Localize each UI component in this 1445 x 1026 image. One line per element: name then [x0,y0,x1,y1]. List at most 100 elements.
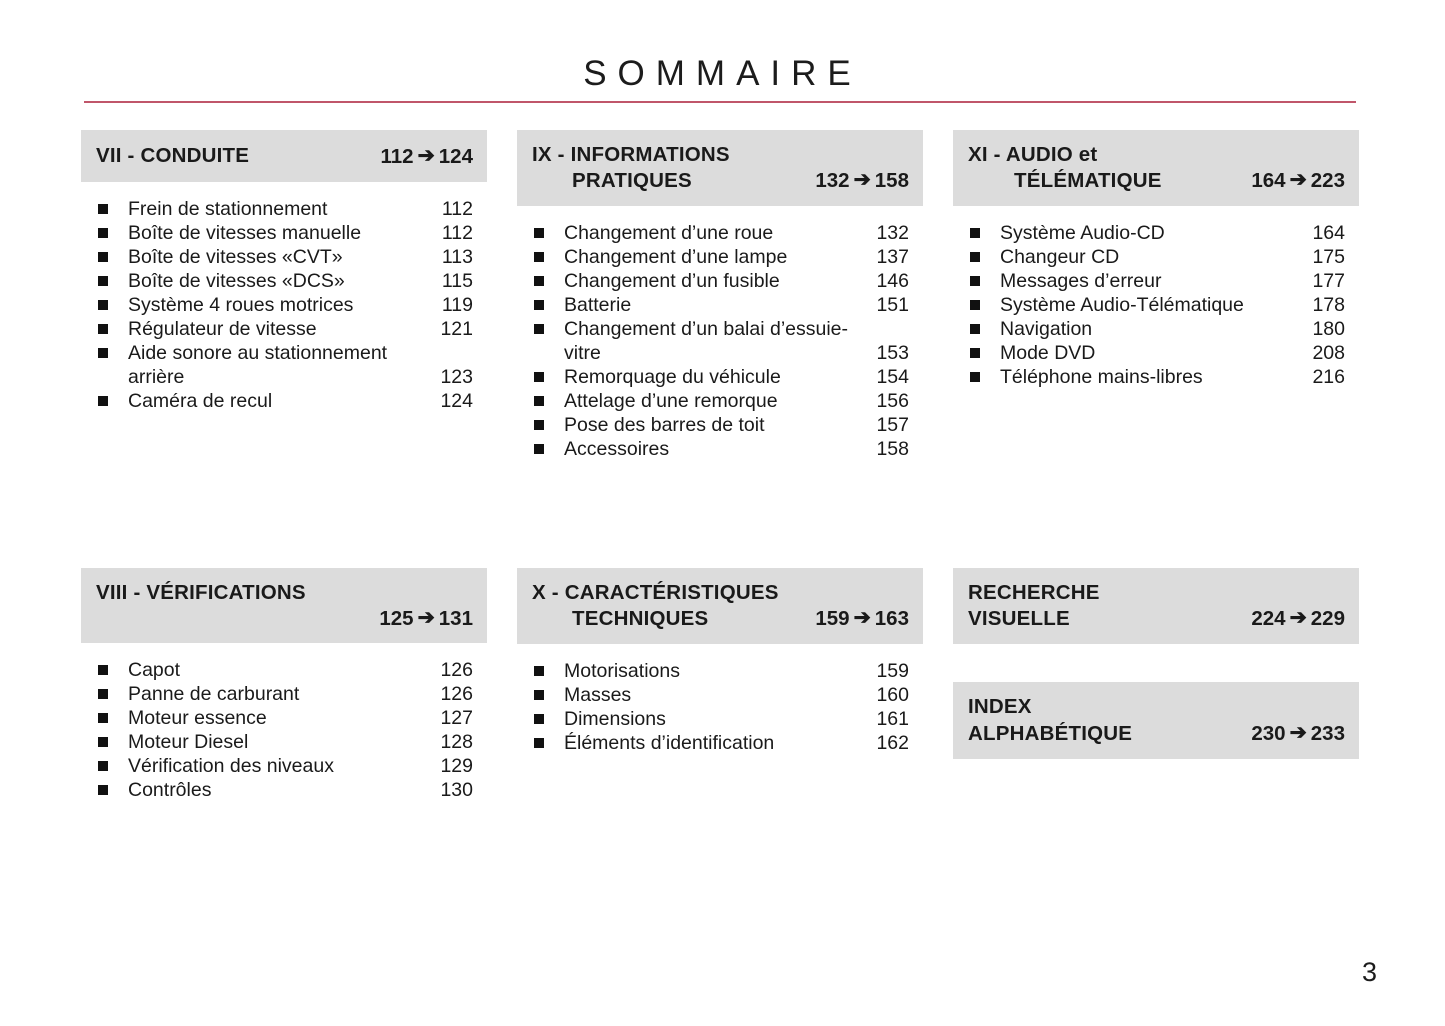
section-header-recherche-visuelle[interactable]: RECHERCHE VISUELLE 224 ➔ 229 [953,567,1359,645]
list-item[interactable]: Messages d’erreur 177 [970,270,1345,294]
entry-label: Changement d’un balai d’essuie- [564,318,849,341]
list-item[interactable]: Système 4 roues motrices 119 [98,294,473,318]
entry-label: Aide sonore au stationnement [128,342,388,364]
square-bullet-icon [534,690,544,701]
entry-label: Mode DVD [1000,342,1096,365]
section-title-line2: TÉLÉMATIQUE [1014,169,1162,193]
square-bullet-icon [534,324,544,335]
list-item[interactable]: Changement d’un fusible 146 [534,270,909,294]
square-bullet-icon [534,419,544,430]
arrow-right-icon: ➔ [417,143,435,167]
list-item[interactable]: Changeur CD 175 [970,246,1345,270]
section-verifications: VIII - VÉRIFICATIONS 125 ➔ 131 Capot 126 Pa… [81,567,487,803]
list-item[interactable]: Moteur Diesel 128 [98,731,473,755]
list-item[interactable]: Vérification des niveaux 129 [98,755,473,779]
list-item[interactable]: Navigation 180 [970,318,1345,342]
section-header-index-alphabetique[interactable]: INDEX ALPHABÉTIQUE 230 ➔ 233 [953,682,1359,759]
list-item[interactable]: Frein de stationnement 112 [98,198,473,222]
entry-page: 177 [1312,270,1345,293]
square-bullet-icon [534,252,544,263]
entry-page: 180 [1312,318,1345,341]
list-item[interactable]: Masses 160 [534,684,909,708]
entry-label: Vérification des niveaux [128,755,334,778]
arrow-right-icon: ➔ [853,606,871,630]
square-bullet-icon [98,395,108,406]
list-item[interactable]: Boîte de vitesses «DCS» 115 [98,270,473,294]
list-item[interactable]: Changement d’une lampe 137 [534,246,909,270]
square-bullet-icon [98,665,108,676]
entry-page: 121 [440,318,473,340]
square-bullet-icon [970,300,980,311]
entry-label-continuation: vitre [564,342,601,365]
entry-page: 208 [1312,342,1345,365]
square-bullet-icon [970,228,980,239]
entry-list-verifications: Capot 126 Panne de carburant 126 Moteur es… [81,643,487,803]
square-bullet-icon [98,276,108,286]
entry-page: 126 [440,683,473,706]
range-to: 223 [1310,169,1345,193]
list-item[interactable]: Pose des barres de toit 157 [534,414,909,438]
list-item[interactable]: Boîte de vitesses manuelle 112 [98,222,473,246]
section-header-caracteristiques-techniques[interactable]: X - CARACTÉRISTIQUES TECHNIQUES 159 ➔ 163 [517,567,923,645]
entry-label: Remorquage du véhicule [564,365,781,388]
square-bullet-icon [534,738,544,749]
list-item[interactable]: Contrôles 130 [98,779,473,803]
entry-label: Frein de stationnement [128,198,328,220]
list-item[interactable]: Remorquage du véhicule 154 [534,366,909,390]
square-bullet-icon [534,371,544,382]
entry-label: Éléments d’identification [564,732,775,755]
entry-label: Caméra de recul [128,389,273,412]
list-item[interactable]: Motorisations 159 [534,660,909,684]
entry-page: 157 [876,413,909,436]
section-column-right-lower: RECHERCHE VISUELLE 224 ➔ 229 INDEX ALPHABÉ… [953,567,1359,759]
entry-page: 119 [441,294,473,316]
entry-label: Navigation [1000,318,1093,341]
entry-page: 124 [440,389,473,412]
range-to: 229 [1310,607,1345,631]
list-item[interactable]: Aide sonore au stationnement arrière 123 [98,342,473,390]
range-from: 224 [1251,607,1286,631]
list-item[interactable]: Panne de carburant 126 [98,683,473,707]
entry-page: 153 [876,342,909,365]
section-title-line1: IX - INFORMATIONS [532,143,730,166]
section-title-line1: RECHERCHE [968,580,1100,604]
section-header-verifications[interactable]: VIII - VÉRIFICATIONS 125 ➔ 131 [81,567,487,644]
list-item[interactable]: Système Audio-Télématique 178 [970,294,1345,318]
section-page-range: 132 ➔ 158 [815,168,909,193]
list-item[interactable]: Dimensions 161 [534,708,909,732]
square-bullet-icon [98,785,108,796]
entry-page: 161 [876,708,909,731]
list-item[interactable]: Capot 126 [98,659,473,683]
list-item[interactable]: Attelage d’une remorque 156 [534,390,909,414]
list-item[interactable]: Mode DVD 208 [970,342,1345,366]
section-header-conduite[interactable]: VII - CONDUITE 112 ➔ 124 [81,130,487,182]
list-item[interactable]: Changement d’une roue 132 [534,222,909,246]
square-bullet-icon [534,714,544,725]
entry-label: Changement d’un fusible [564,270,780,293]
list-item[interactable]: Batterie 151 [534,294,909,318]
section-informations-pratiques: IX - INFORMATIONS PRATIQUES 132 ➔ 158 Chan… [517,130,923,462]
square-bullet-icon [98,228,108,238]
entry-page: 162 [876,732,909,755]
entry-page: 123 [440,366,473,388]
list-item[interactable]: Régulateur de vitesse 121 [98,318,473,342]
entry-label: Boîte de vitesses manuelle [128,222,362,244]
entry-page: 151 [876,294,909,317]
list-item[interactable]: Boîte de vitesses «CVT» 113 [98,246,473,270]
list-item[interactable]: Moteur essence 127 [98,707,473,731]
list-item[interactable]: Éléments d’identification 162 [534,732,909,756]
entry-label: Changement d’une lampe [564,246,788,269]
entry-page: 160 [876,684,909,707]
list-item[interactable]: Accessoires 158 [534,438,909,462]
range-from: 230 [1251,721,1286,745]
square-bullet-icon [534,228,544,239]
section-header-informations-pratiques[interactable]: IX - INFORMATIONS PRATIQUES 132 ➔ 158 [517,130,923,207]
list-item[interactable]: Caméra de recul 124 [98,390,473,414]
list-item[interactable]: Système Audio-CD 164 [970,222,1345,246]
section-header-audio-telematique[interactable]: XI - AUDIO et TÉLÉMATIQUE 164 ➔ 223 [953,130,1359,207]
section-caracteristiques-techniques: X - CARACTÉRISTIQUES TECHNIQUES 159 ➔ 163 … [517,567,923,756]
contents-row-lower: VIII - VÉRIFICATIONS 125 ➔ 131 Capot 126 Pa… [81,567,1359,803]
list-item[interactable]: Changement d’un balai d’essuie- vitre 153 [534,318,909,366]
list-item[interactable]: Téléphone mains-libres 216 [970,366,1345,390]
range-to: 158 [874,169,909,193]
